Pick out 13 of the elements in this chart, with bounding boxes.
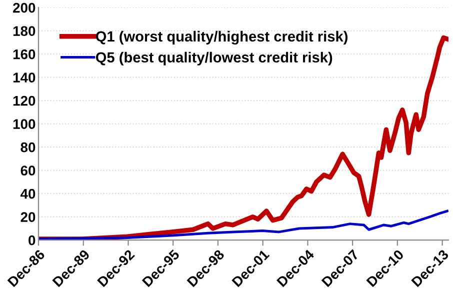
y-tick-label: 180 [13, 26, 36, 36]
y-tick-label: 80 [20, 142, 36, 152]
y-tick-label: 100 [13, 119, 36, 129]
y-tick-label: 140 [13, 72, 36, 82]
legend-label: Q1 (worst quality/highest credit risk) [96, 30, 348, 45]
y-tick-label: 160 [13, 49, 36, 60]
y-tick-label: 20 [20, 212, 36, 222]
legend-label: Q5 (best quality/lowest credit risk) [96, 52, 332, 66]
y-tick-label: 40 [20, 188, 36, 199]
y-tick-label: 0 [28, 235, 36, 246]
y-tick-label: 120 [13, 96, 36, 106]
y-tick-label: 200 [13, 2, 36, 13]
y-tick-label: 60 [20, 166, 36, 176]
